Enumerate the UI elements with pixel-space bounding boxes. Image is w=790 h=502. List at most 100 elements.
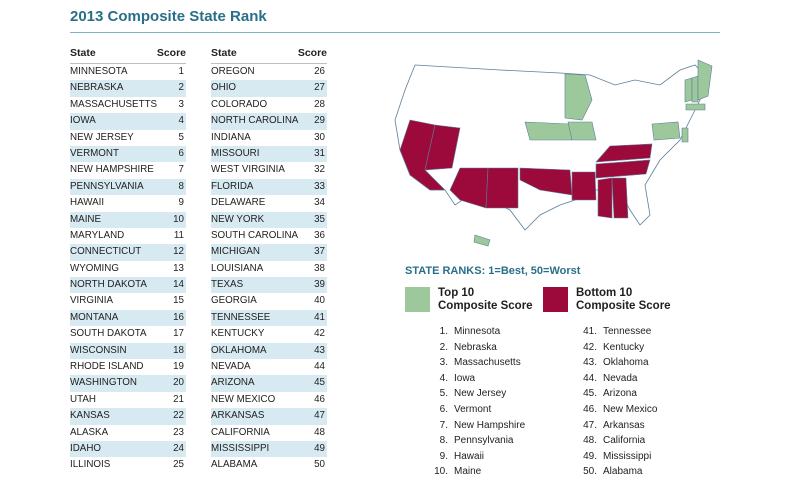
state-name: GEORGIA <box>211 295 257 307</box>
table-row: GEORGIA 40 <box>211 293 327 309</box>
table-row: OKLAHOMA 43 <box>211 342 327 360</box>
rank-number: 5. <box>439 388 448 400</box>
rank-number: 7. <box>439 419 448 431</box>
state-mississippi <box>597 177 613 219</box>
table-row: NEBRASKA 2 <box>70 80 186 97</box>
list-item: 48. California <box>575 433 657 449</box>
state-score: 27 <box>314 82 325 94</box>
state-name: KANSAS <box>70 410 110 422</box>
state-score: 23 <box>173 426 184 438</box>
rank-state-name: Tennessee <box>603 326 652 337</box>
state-name: MINNESOTA <box>70 66 128 77</box>
rank-number: 6. <box>439 403 448 415</box>
table-row: NEW MEXICO 46 <box>211 392 327 408</box>
state-score: 10 <box>173 213 184 225</box>
rank-state-name: Nebraska <box>454 341 497 353</box>
table-row: VERMONT 6 <box>70 145 186 163</box>
state-name: LOUISIANA <box>211 262 264 274</box>
bottom10-list: 41. Tennessee 42. Kentucky 43. Oklahoma 44. Nev… <box>575 324 657 480</box>
rank-number: 47. <box>583 419 597 431</box>
list-item: 46. New Mexico <box>575 402 657 418</box>
rank-state-name: Mississippi <box>603 450 652 462</box>
state-score: 32 <box>314 164 325 176</box>
state-name: MISSOURI <box>211 147 260 159</box>
state-name: KENTUCKY <box>211 328 265 340</box>
rank-state-name: Arizona <box>603 388 637 400</box>
table-row: KENTUCKY 42 <box>211 326 327 342</box>
state-nevada <box>424 124 461 171</box>
rank-state-name: Hawaii <box>454 450 485 462</box>
state-name: VERMONT <box>70 147 119 159</box>
rank-state-name: Pennsylvania <box>454 435 514 447</box>
header-state: State <box>211 47 237 59</box>
state-name: UTAH <box>70 393 96 405</box>
table-row: NORTH CAROLINA 29 <box>211 113 327 130</box>
state-score: 16 <box>173 311 184 323</box>
list-item: 47. Arkansas <box>575 418 657 434</box>
state-score: 4 <box>178 115 184 127</box>
legend-swatch-bottom10 <box>543 287 568 312</box>
state-name: NEBRASKA <box>70 82 124 94</box>
state-tennessee <box>595 159 651 179</box>
table-header: State Score <box>70 47 186 64</box>
rank-state-name: New Jersey <box>454 388 507 400</box>
state-score: 1 <box>178 66 184 77</box>
list-item: 45. Arizona <box>575 386 657 402</box>
table-row: NEW JERSEY 5 <box>70 130 186 146</box>
table-row: PENNSYLVANIA 8 <box>70 178 186 196</box>
table-row: NORTH DAKOTA 14 <box>70 277 186 294</box>
state-score: 44 <box>314 361 325 373</box>
state-name: ALASKA <box>70 426 109 438</box>
state-score: 24 <box>173 442 184 454</box>
table-row: IOWA 4 <box>70 113 186 130</box>
state-score: 3 <box>178 98 184 110</box>
rank-number: 2. <box>439 341 448 353</box>
table-row: RHODE ISLAND 19 <box>70 359 186 375</box>
state-name: TEXAS <box>211 279 244 291</box>
state-name: HAWAII <box>70 197 105 209</box>
rank-number: 48. <box>583 435 597 447</box>
list-item: 7. New Hampshire <box>426 418 525 434</box>
state-score: 31 <box>314 147 325 159</box>
state-name: MONTANA <box>70 311 119 323</box>
rank-number: 4. <box>439 372 448 384</box>
state-name: ILLINOIS <box>70 459 111 471</box>
list-item: 9. Hawaii <box>426 449 525 465</box>
state-name: COLORADO <box>211 98 268 110</box>
rank-state-name: Iowa <box>454 372 476 384</box>
rank-number: 45. <box>583 388 597 400</box>
state-score: 20 <box>173 377 184 389</box>
table-row: DELAWARE 34 <box>211 195 327 211</box>
rank-state-name: Oklahoma <box>603 357 649 369</box>
table-row: SOUTH CAROLINA 36 <box>211 228 327 244</box>
table-row: WASHINGTON 20 <box>70 375 186 392</box>
state-name: SOUTH DAKOTA <box>70 328 147 340</box>
table-row: ALABAMA 50 <box>211 457 327 473</box>
state-name: MARYLAND <box>70 229 125 241</box>
table-header: State Score <box>211 47 327 64</box>
table-row: LOUISIANA 38 <box>211 261 327 277</box>
legend-bottom10-line2: Composite Score <box>576 300 671 312</box>
list-item: 6. Vermont <box>426 402 525 418</box>
state-score: 46 <box>314 393 325 405</box>
state-score: 36 <box>314 229 325 241</box>
table-row: OHIO 27 <box>211 80 327 97</box>
state-name: NEW HAMPSHIRE <box>70 164 154 176</box>
state-maine <box>697 59 713 101</box>
state-score: 9 <box>178 197 184 209</box>
rank-state-name: Vermont <box>454 403 492 415</box>
state-name: MAINE <box>70 213 102 225</box>
state-score: 15 <box>173 295 184 307</box>
legend-top10-line1: Top 10 <box>438 287 475 299</box>
state-arkansas <box>571 171 597 201</box>
state-name: OREGON <box>211 66 255 77</box>
table-row: MINNESOTA 1 <box>70 64 186 80</box>
list-item: 43. Oklahoma <box>575 355 657 371</box>
state-name: OKLAHOMA <box>211 344 267 356</box>
list-item: 49. Mississippi <box>575 449 657 465</box>
state-name: PENNSYLVANIA <box>70 180 144 192</box>
rank-number: 43. <box>583 357 597 369</box>
table-row: MARYLAND 11 <box>70 228 186 244</box>
state-name: NEW YORK <box>211 213 265 225</box>
state-name: MICHIGAN <box>211 246 260 258</box>
